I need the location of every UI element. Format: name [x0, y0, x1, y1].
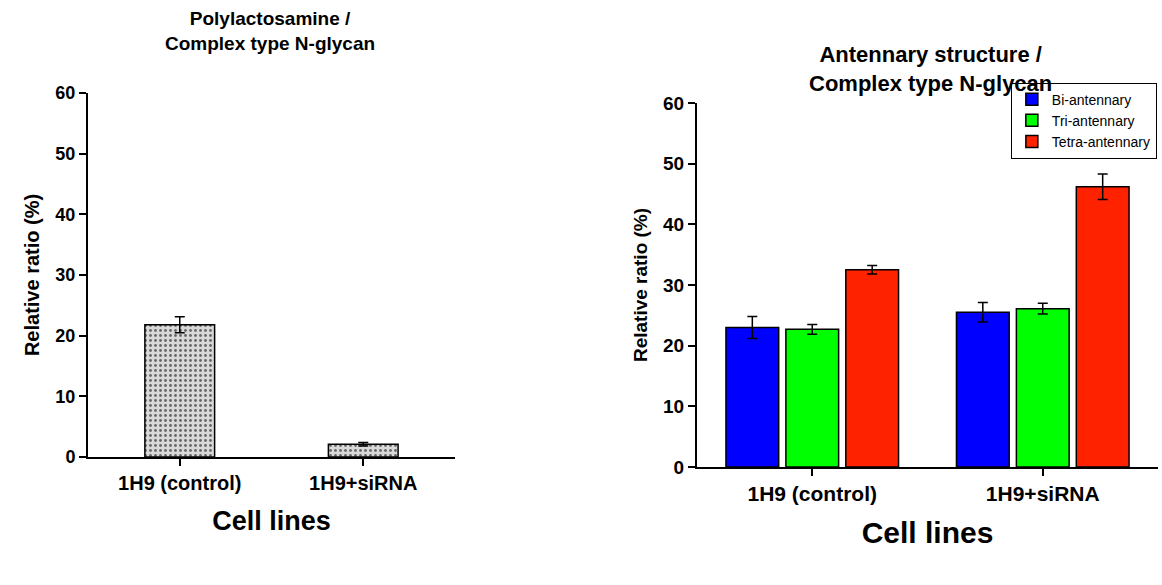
svg-text:Relative ratio (%): Relative ratio (%) [21, 194, 43, 356]
svg-text:1H9 (control): 1H9 (control) [747, 482, 877, 505]
svg-text:60: 60 [55, 83, 75, 103]
svg-text:10: 10 [55, 387, 75, 407]
svg-text:60: 60 [663, 93, 684, 114]
svg-text:1H9+siRNA: 1H9+siRNA [986, 482, 1100, 505]
svg-text:10: 10 [663, 396, 684, 417]
svg-text:Cell lines: Cell lines [212, 506, 331, 536]
svg-text:Tri-antennary: Tri-antennary [1052, 113, 1135, 129]
svg-text:30: 30 [55, 265, 75, 285]
svg-text:0: 0 [65, 447, 75, 467]
svg-text:1H9+siRNA: 1H9+siRNA [309, 472, 417, 494]
svg-text:1H9 (control): 1H9 (control) [118, 472, 241, 494]
svg-text:30: 30 [663, 275, 684, 296]
svg-text:50: 50 [663, 153, 684, 174]
svg-text:40: 40 [663, 214, 684, 235]
svg-text:50: 50 [55, 144, 75, 164]
svg-text:Antennary structure /Complex t: Antennary structure /Complex type N-glyc… [809, 42, 1052, 96]
svg-text:Cell lines: Cell lines [862, 516, 994, 549]
svg-text:Polylactosamine /Complex type: Polylactosamine /Complex type N-glycan [165, 8, 375, 54]
svg-text:Bi-antennary: Bi-antennary [1052, 92, 1131, 108]
svg-text:Tetra-antennary: Tetra-antennary [1052, 134, 1150, 150]
svg-text:20: 20 [663, 335, 684, 356]
svg-text:20: 20 [55, 326, 75, 346]
svg-text:Relative ratio (%): Relative ratio (%) [630, 208, 651, 362]
svg-text:40: 40 [55, 205, 75, 225]
svg-text:0: 0 [674, 457, 685, 478]
